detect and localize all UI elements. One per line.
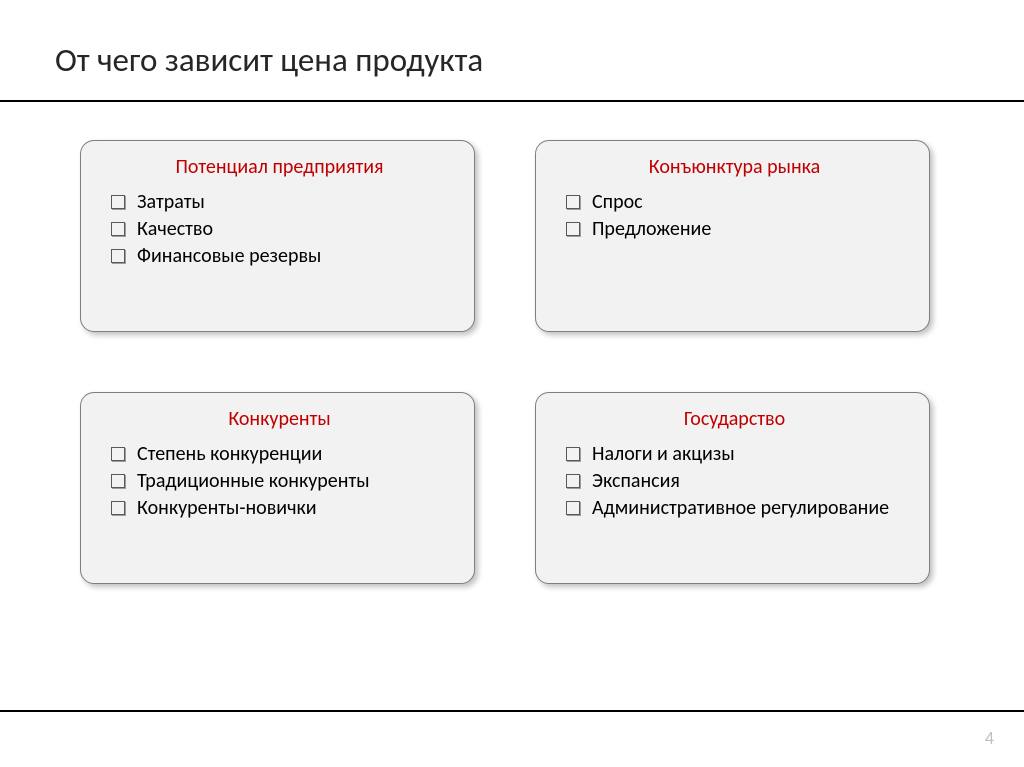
card-competitors: Конкуренты Степень конкуренции Традицион… [80,392,475,584]
item-label: Конкуренты-новички [137,495,317,522]
card-items: Спрос Предложение [562,189,907,243]
page-number: 4 [985,727,994,749]
card-government: Государство Налоги и акцизы Экспансия Ад… [535,392,930,584]
card-items: Налоги и акцизы Экспансия Административн… [562,441,907,522]
list-item: Спрос [566,189,907,216]
item-label: Финансовые резервы [137,243,321,270]
card-grid: Потенциал предприятия Затраты Качество Ф… [80,140,964,584]
checkbox-icon [111,447,125,461]
item-label: Качество [137,216,213,243]
list-item: Затраты [111,189,452,216]
checkbox-icon [566,447,580,461]
card-title: Конкуренты [107,407,452,431]
checkbox-icon [111,195,125,209]
card-items: Затраты Качество Финансовые резервы [107,189,452,270]
list-item: Степень конкуренции [111,441,452,468]
checkbox-icon [111,501,125,515]
slide: От чего зависит цена продукта Потенциал … [0,0,1024,767]
checkbox-icon [566,222,580,236]
page-title: От чего зависит цена продукта [55,40,969,80]
card-market-conditions: Конъюнктура рынка Спрос Предложение [535,140,930,332]
list-item: Налоги и акцизы [566,441,907,468]
list-item: Конкуренты-новички [111,495,452,522]
list-item: Экспансия [566,468,907,495]
item-label: Экспансия [592,468,680,495]
item-label: Степень конкуренции [137,441,322,468]
item-label: Предложение [592,216,711,243]
card-title: Потенциал предприятия [107,155,452,179]
title-divider [0,100,1024,102]
checkbox-icon [566,474,580,488]
list-item: Финансовые резервы [111,243,452,270]
card-title: Государство [562,407,907,431]
item-label: Налоги и акцизы [592,441,735,468]
checkbox-icon [111,474,125,488]
card-title: Конъюнктура рынка [562,155,907,179]
item-label: Затраты [137,189,205,216]
bottom-divider [0,710,1024,712]
checkbox-icon [111,249,125,263]
card-enterprise-potential: Потенциал предприятия Затраты Качество Ф… [80,140,475,332]
checkbox-icon [111,222,125,236]
list-item: Административное регулирование [566,495,907,522]
checkbox-icon [566,501,580,515]
checkbox-icon [566,195,580,209]
item-label: Спрос [592,189,643,216]
item-label: Административное регулирование [592,495,889,522]
list-item: Традиционные конкуренты [111,468,452,495]
list-item: Предложение [566,216,907,243]
card-items: Степень конкуренции Традиционные конкуре… [107,441,452,522]
list-item: Качество [111,216,452,243]
item-label: Традиционные конкуренты [137,468,370,495]
